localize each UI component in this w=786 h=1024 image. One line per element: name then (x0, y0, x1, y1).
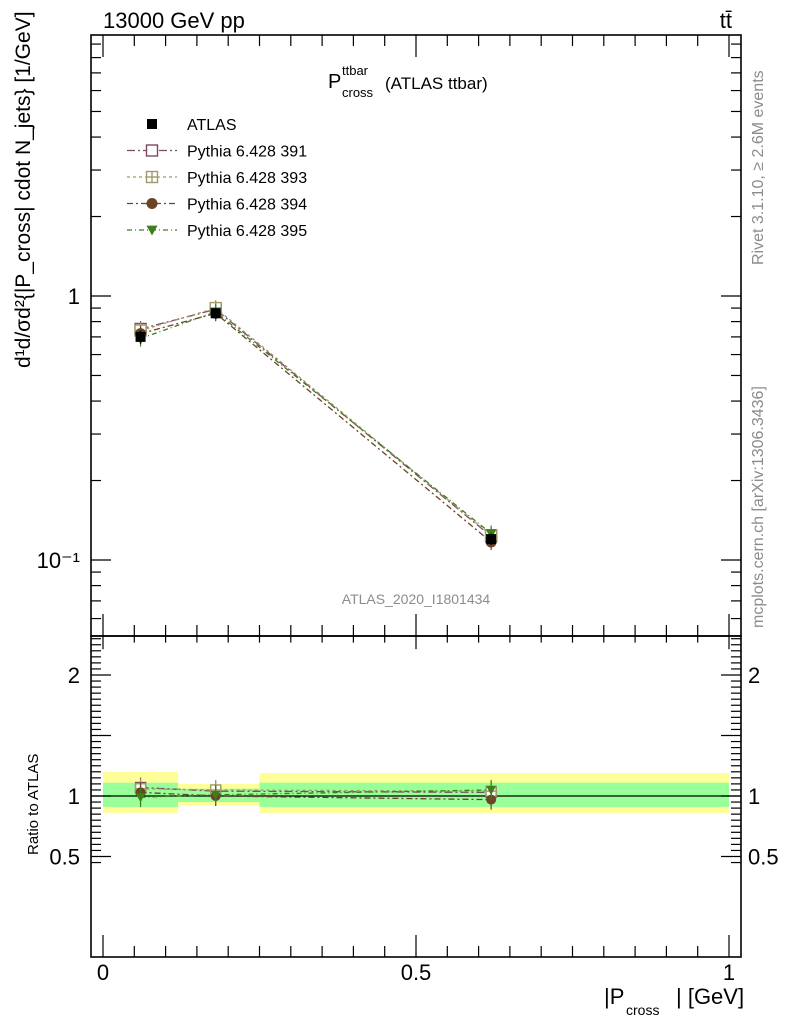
legend-item: Pythia 6.428 393 (127, 170, 307, 187)
legend-label: Pythia 6.428 391 (187, 144, 307, 161)
series-line-main (140, 307, 492, 536)
marker-triangle-down (210, 790, 221, 800)
marker-square-filled (486, 534, 497, 545)
series-line-ratio (140, 788, 492, 792)
marker-square-filled (135, 331, 146, 342)
y-tick-label-ratio-left: 2 (68, 663, 80, 688)
marker-triangle-down (486, 785, 497, 795)
y-tick-label-ratio-right: 0.5 (748, 845, 779, 870)
legend-item: Pythia 6.428 394 (127, 197, 307, 214)
title-sup: ttbar (342, 63, 369, 78)
main-series (134, 300, 498, 550)
title-main: P (328, 71, 341, 93)
marker-square-filled (210, 308, 221, 319)
ratio-y-label: Ratio to ATLAS (25, 754, 42, 855)
x-label-unit: | [GeV] (676, 984, 744, 1009)
legend-label: Pythia 6.428 394 (187, 197, 307, 214)
mcplots-label: mcplots.cern.ch [arXiv:1306.3436] (750, 386, 767, 628)
analysis-id: ATLAS_2020_I1801434 (342, 591, 491, 607)
legend-label: Pythia 6.428 395 (187, 223, 307, 240)
legend-item: Pythia 6.428 395 (127, 223, 307, 240)
ratio-series (134, 777, 497, 810)
legend-item: Pythia 6.428 391 (127, 144, 307, 161)
marker-square-filled (147, 119, 157, 129)
x-label-main: |P (604, 984, 624, 1009)
y-tick-label-main: 10⁻¹ (37, 548, 80, 573)
y-tick-label-ratio-left: 0.5 (49, 845, 80, 870)
process-label: tt̄ (720, 8, 732, 33)
plot-title: P ttbar cross (ATLAS ttbar) (328, 63, 488, 100)
legend-label: Pythia 6.428 393 (187, 170, 307, 187)
legend-item-atlas: ATLAS (147, 117, 237, 134)
y-tick-label-main: 1 (68, 284, 80, 309)
series-line-main (140, 312, 492, 543)
title-sub: cross (342, 85, 374, 100)
series-line-main (140, 308, 492, 537)
rivet-label: Rivet 3.1.10, ≥ 2.6M events (750, 70, 767, 265)
axis-ticks: 1 10⁻¹ 0.5 0.5 1 1 2 2 0 0.5 1 (37, 35, 779, 985)
x-tick-label: 0 (97, 960, 109, 985)
title-suffix: (ATLAS ttbar) (385, 74, 488, 93)
energy-label: 13000 GeV pp (103, 8, 245, 33)
x-tick-label: 1 (723, 960, 735, 985)
y-tick-label-ratio-left: 1 (68, 784, 80, 809)
y-tick-label-ratio-right: 2 (748, 663, 760, 688)
y-tick-label-ratio-right: 1 (748, 784, 760, 809)
marker-circle (146, 198, 158, 209)
x-label-sub: cross (626, 1002, 659, 1018)
legend: ATLAS Pythia 6.428 391 Pythia 6.428 393 Pyt… (127, 117, 307, 240)
main-y-label: d¹d/σd²{|P_cross| cdot N_jets} [1/GeV] (12, 11, 35, 368)
marker-square-open (145, 144, 159, 157)
x-tick-label: 0.5 (401, 960, 432, 985)
marker-triangle-down (135, 793, 146, 803)
series-line-main (140, 311, 492, 535)
marker-triangle-down (146, 225, 158, 236)
legend-label: ATLAS (187, 117, 237, 134)
x-axis-label: |P cross | [GeV] (604, 984, 744, 1018)
